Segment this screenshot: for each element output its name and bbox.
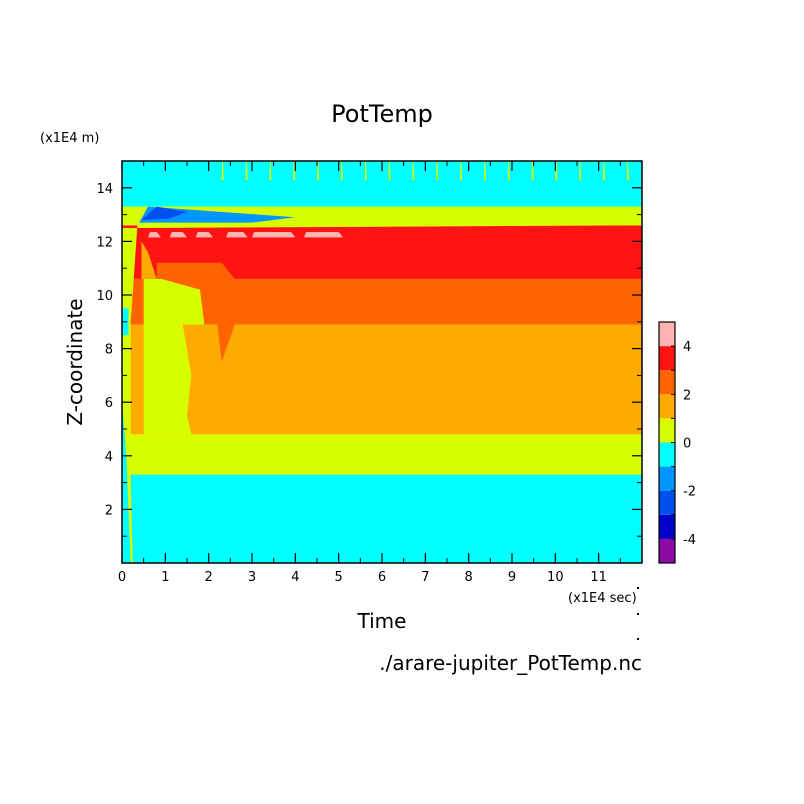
source-file-label: ./arare-jupiter_PotTemp.nc	[379, 651, 642, 675]
plot-area	[122, 161, 642, 563]
deep-blue-band	[141, 206, 187, 220]
top-spike	[317, 161, 320, 180]
y-axis-label: Z-coordinate	[63, 298, 87, 425]
chart-title: PotTemp	[331, 100, 433, 128]
x-tick-label: 5	[335, 570, 343, 585]
colorbar-segment	[659, 466, 675, 491]
y-tick-label: 6	[105, 396, 113, 411]
top-spike	[269, 161, 272, 180]
x-unit-label: (x1E4 sec)	[568, 591, 637, 606]
x-axis-label: Time	[357, 609, 407, 633]
orange-finger	[191, 324, 218, 376]
red-to-orange	[156, 262, 235, 279]
early-yellow-upper	[143, 278, 205, 325]
y-tick-label: 8	[105, 343, 113, 358]
colorbar-tick-label: -2	[683, 485, 696, 500]
x-axis: 0 1 2 3 4 5 6 7 8 9 10 11	[118, 161, 621, 585]
top-spike	[531, 161, 534, 180]
top-spike	[388, 161, 391, 180]
top-spike	[293, 161, 296, 180]
y-tick-label: 4	[105, 450, 113, 465]
contour-detail	[122, 161, 642, 563]
pink-peak-1	[169, 232, 187, 238]
x-tick-label: 9	[508, 570, 516, 585]
top-spike	[507, 161, 510, 180]
top-spike	[221, 161, 224, 180]
x-tick-label: 6	[378, 570, 386, 585]
pink-peak-0	[148, 232, 161, 238]
x-tick-label: 3	[248, 570, 256, 585]
top-spike	[412, 161, 415, 180]
y-tick-label: 10	[96, 289, 113, 304]
colorbar-segment	[659, 490, 675, 515]
top-spike	[483, 161, 486, 180]
colorbar-segment	[659, 442, 675, 467]
pink-peak-2	[195, 232, 213, 238]
colorbar-segment	[659, 370, 675, 395]
colorbar-tick-label: 4	[683, 340, 691, 355]
colorbar-segment	[659, 346, 675, 371]
top-spike	[436, 161, 439, 180]
upper-yellow-wedge	[137, 206, 642, 228]
pink-peak-3	[226, 232, 248, 238]
pink-peak-4	[252, 232, 296, 238]
y-tick-label: 2	[105, 503, 113, 518]
corner-marks	[637, 587, 639, 640]
x-tick-label: 0	[118, 570, 126, 585]
colorbar-segment	[659, 514, 675, 539]
contour-band-1	[122, 434, 642, 475]
x-tick-label: 7	[421, 570, 429, 585]
colorbar-segment	[659, 394, 675, 419]
early-yellow-block	[143, 324, 192, 435]
contour-band-0	[122, 474, 642, 563]
top-spike	[626, 161, 629, 180]
top-spike	[579, 161, 582, 180]
early-orange-strip	[141, 241, 157, 279]
top-spike	[245, 161, 248, 180]
contour-band-3	[122, 278, 642, 325]
x-tick-label: 10	[547, 570, 564, 585]
x-tick-label: 8	[465, 570, 473, 585]
y-tick-label: 14	[96, 182, 113, 197]
y-unit-label: (x1E4 m)	[40, 131, 99, 146]
colorbar-tick-label: -4	[683, 533, 696, 548]
x-tick-label: 11	[590, 570, 607, 585]
top-spike	[603, 161, 606, 180]
colorbar-tick-label: 2	[683, 388, 691, 403]
colorbar-segment	[659, 322, 675, 347]
y-tick-label: 12	[96, 235, 113, 250]
pink-peak-5	[304, 232, 343, 238]
colorbar-segment	[659, 538, 675, 563]
colorbar-tick-label: 0	[683, 437, 691, 452]
colorbar: -4 -2 0 2 4	[658, 321, 696, 564]
top-spike	[460, 161, 463, 180]
x-tick-label: 1	[161, 570, 169, 585]
top-spike	[340, 161, 343, 180]
colorbar-segment	[659, 418, 675, 443]
y-axis: 2 4 6 8 10 12 14	[96, 182, 642, 537]
x-tick-label: 2	[205, 570, 213, 585]
top-spike	[364, 161, 367, 180]
dark-orange-finger	[217, 324, 235, 362]
x-tick-label: 4	[291, 570, 299, 585]
